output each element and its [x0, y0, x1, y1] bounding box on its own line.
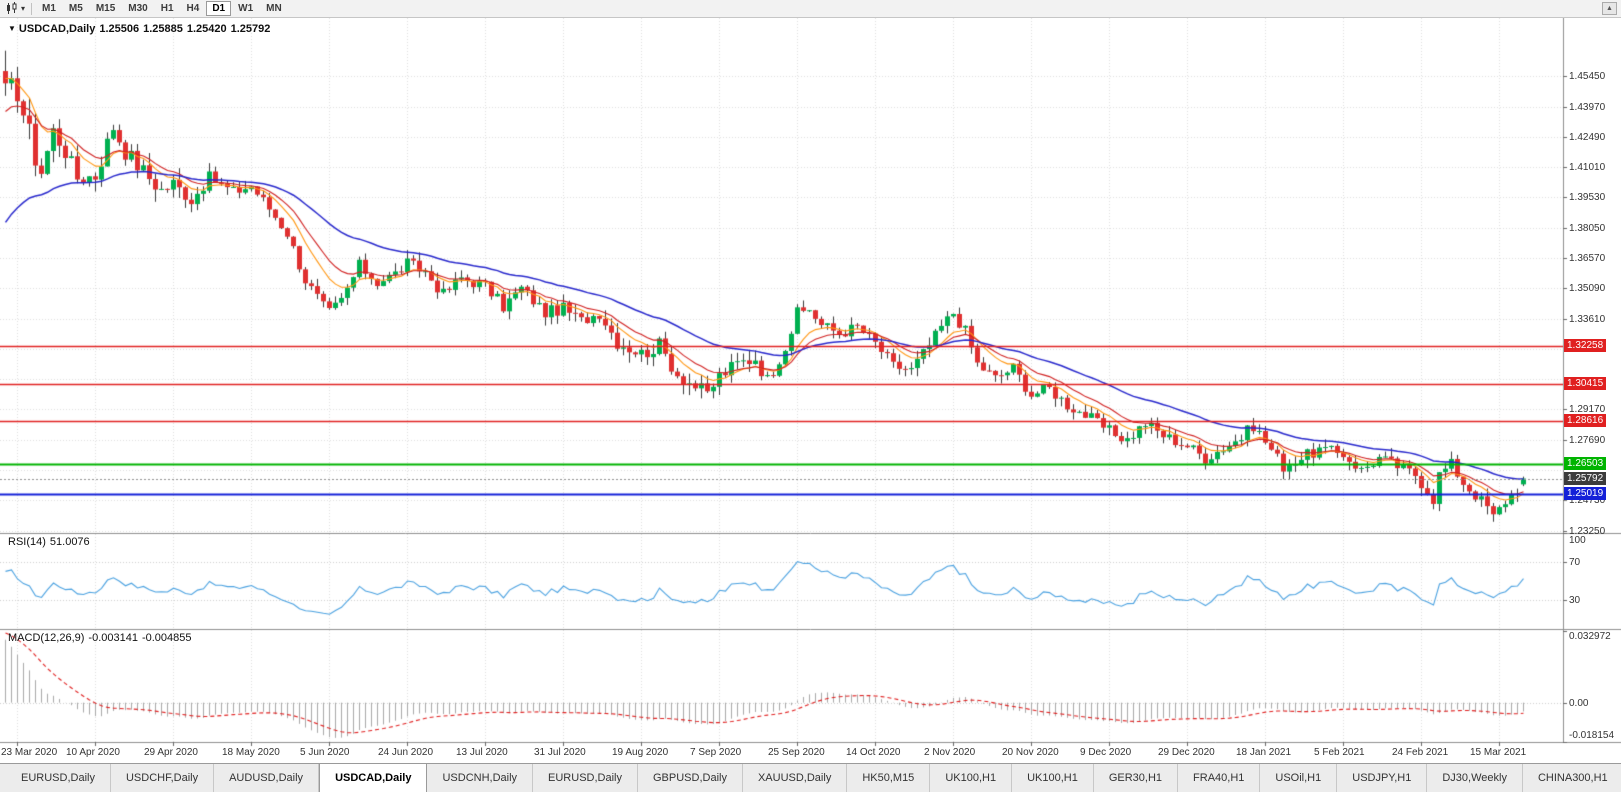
timeframe-button-W1[interactable]: W1 [238, 3, 254, 14]
chart-title: ▼ USDCAD,Daily 1.25506 1.25885 1.25420 1.2579… [8, 23, 274, 35]
tab-GBPUSD-Daily[interactable]: GBPUSD,Daily [638, 764, 743, 792]
timeframe-button-M5[interactable]: M5 [68, 3, 83, 14]
symbol-marker-icon: ▼ [8, 24, 16, 33]
chart-type-dropdown-icon[interactable]: ▾ [21, 4, 26, 13]
timeframe-button-H4[interactable]: H4 [186, 3, 200, 14]
tab-EURUSD-Daily[interactable]: EURUSD,Daily [6, 764, 111, 792]
quote-high: 1.25885 [143, 23, 183, 35]
tab-XAUUSD-Daily[interactable]: XAUUSD,Daily [742, 764, 848, 792]
quote-close: 1.25792 [230, 23, 271, 35]
price-chart-canvas[interactable] [0, 18, 1621, 763]
tab-USDCAD-Daily[interactable]: USDCAD,Daily [319, 764, 428, 792]
timeframe-group: M1 M5 M15 M30 H1 H4 D1 W1 MN [36, 1, 288, 16]
quote-low: 1.25420 [186, 23, 227, 35]
rsi-label: RSI(14) [8, 536, 46, 548]
timeframe-button-MN[interactable]: MN [266, 3, 282, 14]
tab-USDCHF-Daily[interactable]: USDCHF,Daily [110, 764, 215, 792]
tab-USOil-H1[interactable]: USOil,H1 [1260, 764, 1338, 792]
tab-UK100-H1[interactable]: UK100,H1 [930, 764, 1013, 792]
tab-UK100-H1[interactable]: UK100,H1 [1012, 764, 1094, 792]
tab-AUDUSD-Daily[interactable]: AUDUSD,Daily [214, 764, 320, 792]
chart-area: 1.45450 1.43970 1.42490 1.41010 1.39530 1.380… [0, 18, 1621, 763]
symbol-tabbar: EURUSD,Daily USDCHF,Daily AUDUSD,Daily USDC… [0, 763, 1621, 792]
macd-value-main: -0.003141 [88, 632, 138, 644]
macd-value-signal: -0.004855 [141, 632, 192, 644]
macd-label: MACD(12,26,9) [8, 632, 85, 644]
tab-CHINA300-H1[interactable]: CHINA300,H1 [1522, 764, 1621, 792]
timeframe-button-M15[interactable]: M15 [95, 3, 116, 14]
macd-indicator-label: MACD(12,26,9) -0.003141 -0.004855 [8, 632, 196, 644]
toolbar: ▾ M1 M5 M15 M30 H1 H4 D1 W1 MN ▲ [0, 0, 1621, 18]
tab-USDCNH-Daily[interactable]: USDCNH,Daily [427, 764, 534, 792]
timeframe-button-D1[interactable]: D1 [206, 1, 232, 16]
tab-GER30-H1[interactable]: GER30,H1 [1093, 764, 1179, 792]
scroll-up-button[interactable]: ▲ [1602, 2, 1617, 15]
tab-FRA40-H1[interactable]: FRA40,H1 [1178, 764, 1261, 792]
quote-open: 1.25506 [99, 23, 140, 35]
timeframe-button-M1[interactable]: M1 [42, 3, 56, 14]
rsi-value: 51.0076 [49, 536, 90, 548]
toolbar-separator [31, 2, 33, 15]
tab-DJ30-Weekly[interactable]: DJ30,Weekly [1427, 764, 1523, 792]
tab-HK50-M15[interactable]: HK50,M15 [847, 764, 931, 792]
timeframe-button-M30[interactable]: M30 [128, 3, 148, 14]
chart-type-icon[interactable] [5, 2, 18, 15]
tab-USDJPY-H1[interactable]: USDJPY,H1 [1337, 764, 1428, 792]
rsi-indicator-label: RSI(14) 51.0076 [8, 536, 94, 548]
tab-EURUSD-Daily[interactable]: EURUSD,Daily [533, 764, 638, 792]
chart-symbol: USDCAD,Daily [18, 23, 96, 35]
timeframe-button-H1[interactable]: H1 [160, 3, 174, 14]
